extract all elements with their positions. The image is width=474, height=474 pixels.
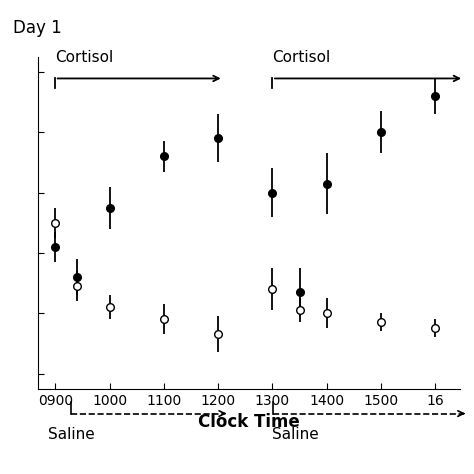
X-axis label: Clock Time: Clock Time bbox=[198, 413, 300, 431]
Text: Day 1: Day 1 bbox=[13, 19, 61, 37]
Text: Saline: Saline bbox=[48, 427, 95, 442]
Text: Saline: Saline bbox=[272, 427, 319, 442]
Text: Cortisol: Cortisol bbox=[55, 50, 113, 65]
Text: Cortisol: Cortisol bbox=[272, 50, 330, 65]
